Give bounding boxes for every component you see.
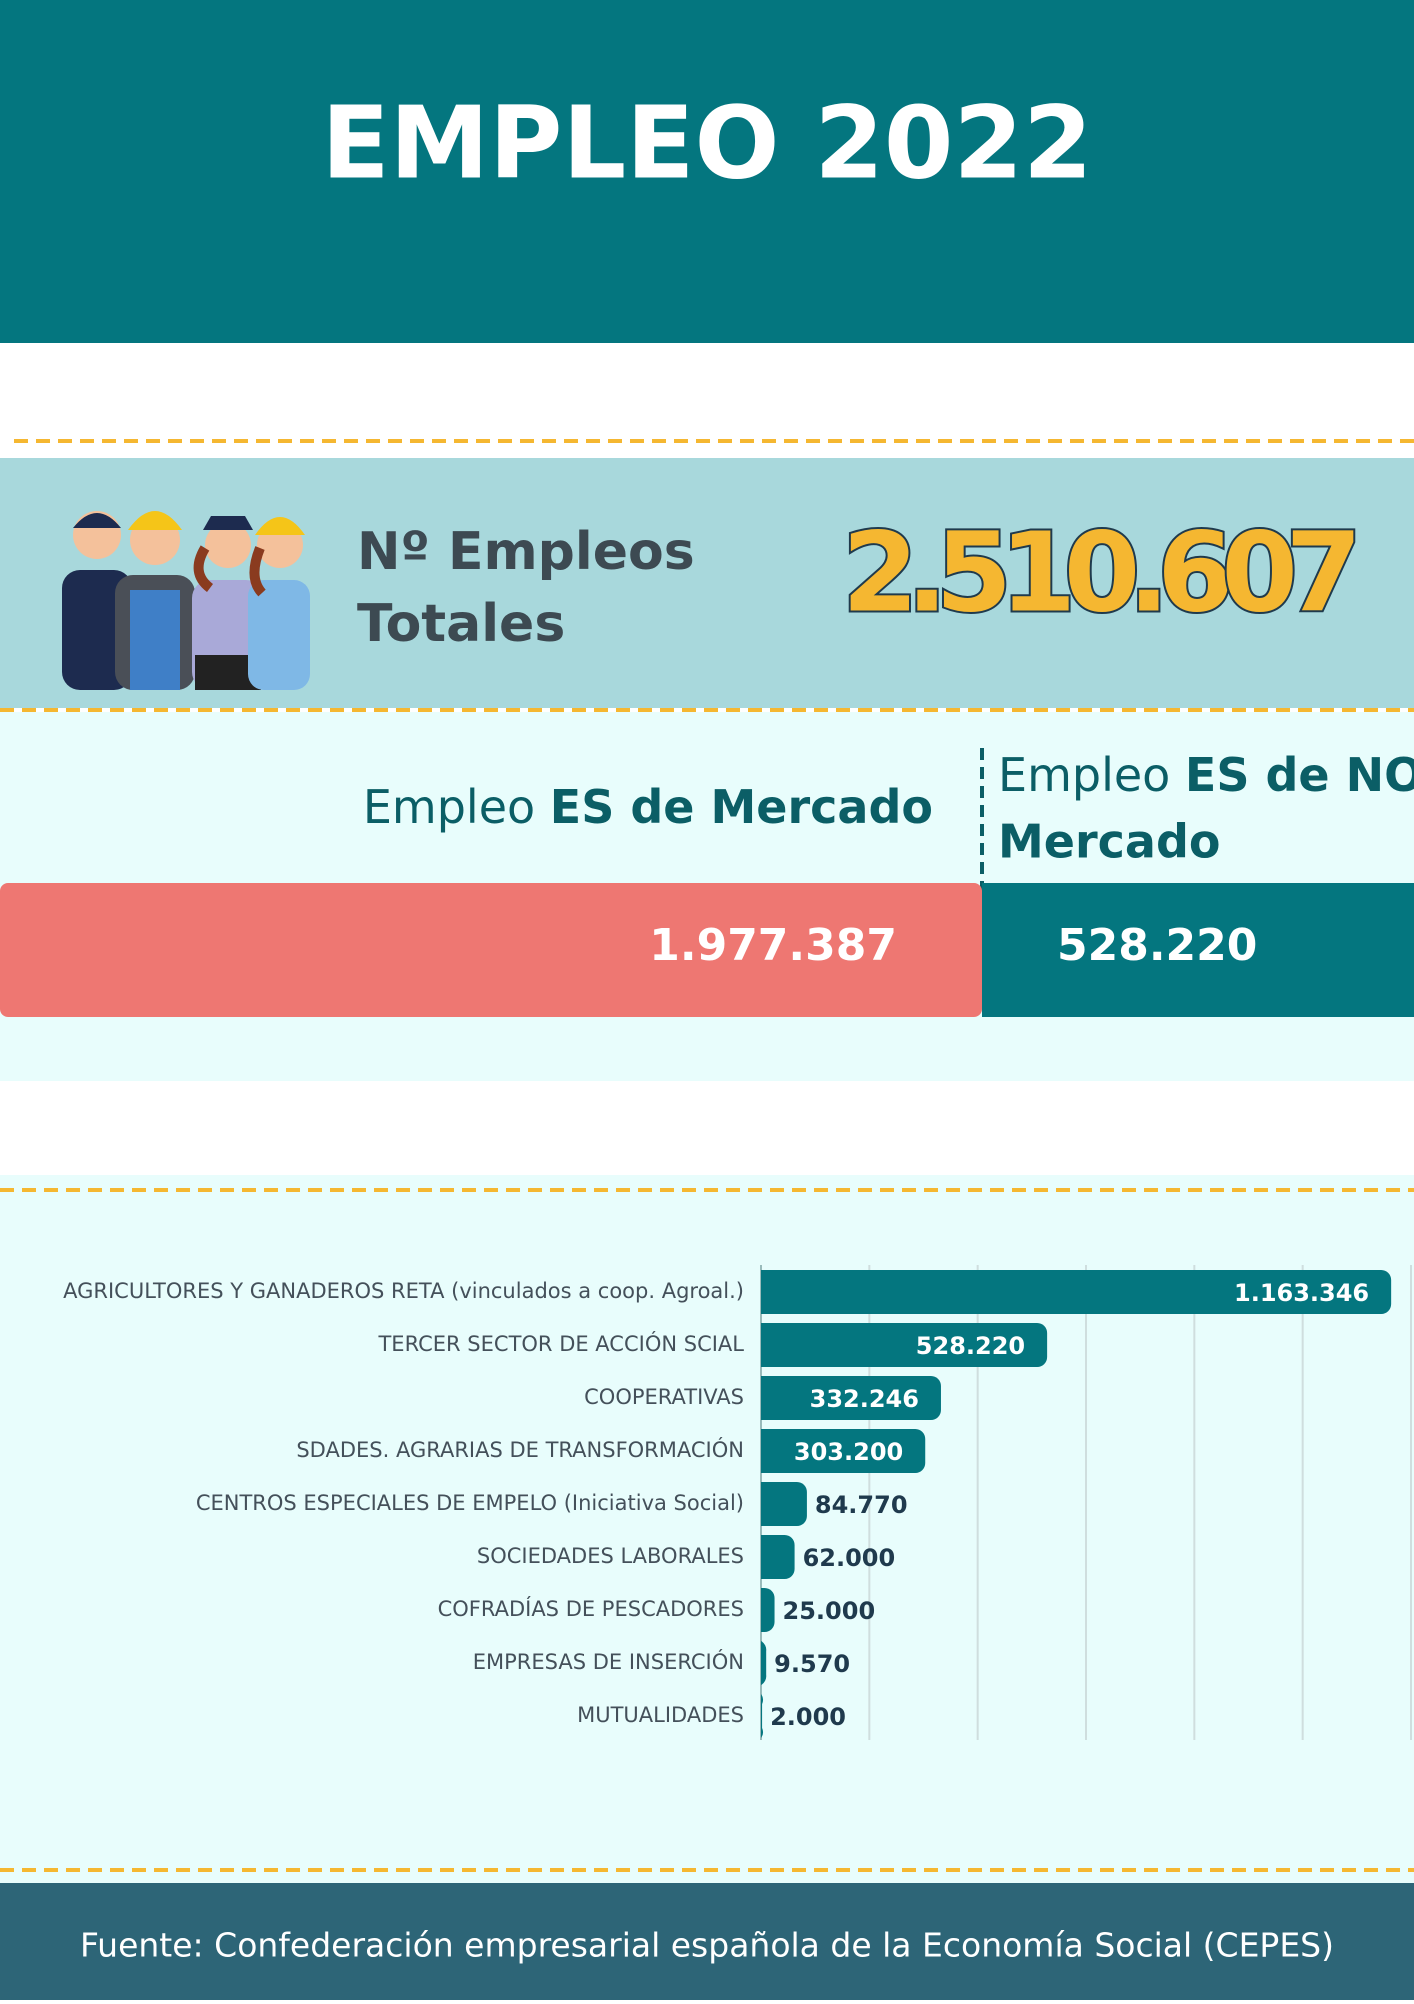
bar <box>761 1694 763 1738</box>
value-label: 528.220 <box>916 1332 1025 1360</box>
label-bold: ES de Mercado <box>550 780 933 834</box>
bar <box>761 1429 926 1473</box>
category-label: TERCER SECTOR DE ACCIÓN SCIAL <box>377 1331 744 1356</box>
market-label: Empleo ES de Mercado <box>363 780 933 834</box>
nonmarket-label: Mercado <box>998 815 1221 869</box>
value-label: 9.570 <box>774 1650 850 1678</box>
nonmarket-value: 528.220 <box>1057 920 1257 971</box>
bar <box>761 1323 1048 1367</box>
category-label: AGRICULTORES Y GANADEROS RETA (vinculado… <box>63 1279 744 1303</box>
nonmarket-label: Empleo ES de NO <box>998 748 1414 802</box>
category-label: EMPRESAS DE INSERCIÓN <box>473 1649 744 1674</box>
value-label: 332.246 <box>810 1385 919 1413</box>
bar <box>761 1535 795 1579</box>
bar <box>761 1270 1392 1314</box>
category-label: COOPERATIVAS <box>584 1385 744 1409</box>
page-title: EMPLEO 2022 <box>321 84 1092 201</box>
category-label: COFRADÍAS DE PESCADORES <box>438 1596 744 1621</box>
workers-illustration <box>62 511 310 690</box>
category-label: CENTROS ESPECIALES DE EMPELO (Iniciativa… <box>196 1491 744 1515</box>
category-label: SDADES. AGRARIAS DE TRANSFORMACIÓN <box>296 1437 744 1462</box>
bar-chart: AGRICULTORES Y GANADEROS RETA (vinculado… <box>63 1265 1412 1740</box>
value-label: 1.163.346 <box>1234 1279 1369 1307</box>
bar <box>761 1376 941 1420</box>
bar <box>761 1588 775 1632</box>
source: Fuente: Confederación empresarial españo… <box>80 1926 1334 1965</box>
value-label: 84.770 <box>815 1491 908 1519</box>
bar <box>761 1482 807 1526</box>
total-label: Nº Empleos <box>357 522 695 582</box>
header-band <box>0 0 1414 343</box>
category-label: MUTUALIDADES <box>577 1703 744 1727</box>
market-bar <box>0 883 982 1017</box>
total-label: Totales <box>357 594 565 654</box>
value-label: 2.000 <box>770 1703 846 1731</box>
value-label: 62.000 <box>803 1544 896 1572</box>
nonmarket-bar <box>982 883 1414 1017</box>
total-value: 2.510.607 <box>842 508 1362 636</box>
label-bold: ES de NO <box>1185 748 1414 802</box>
value-label: 25.000 <box>783 1597 876 1625</box>
market-value: 1.977.387 <box>649 920 897 971</box>
category-label: SOCIEDADES LABORALES <box>477 1544 744 1568</box>
footer-band <box>0 1883 1414 2000</box>
label-plain: Empleo <box>363 780 550 834</box>
label-plain: Empleo <box>998 748 1185 802</box>
bar <box>761 1641 767 1685</box>
value-label: 303.200 <box>794 1438 903 1466</box>
